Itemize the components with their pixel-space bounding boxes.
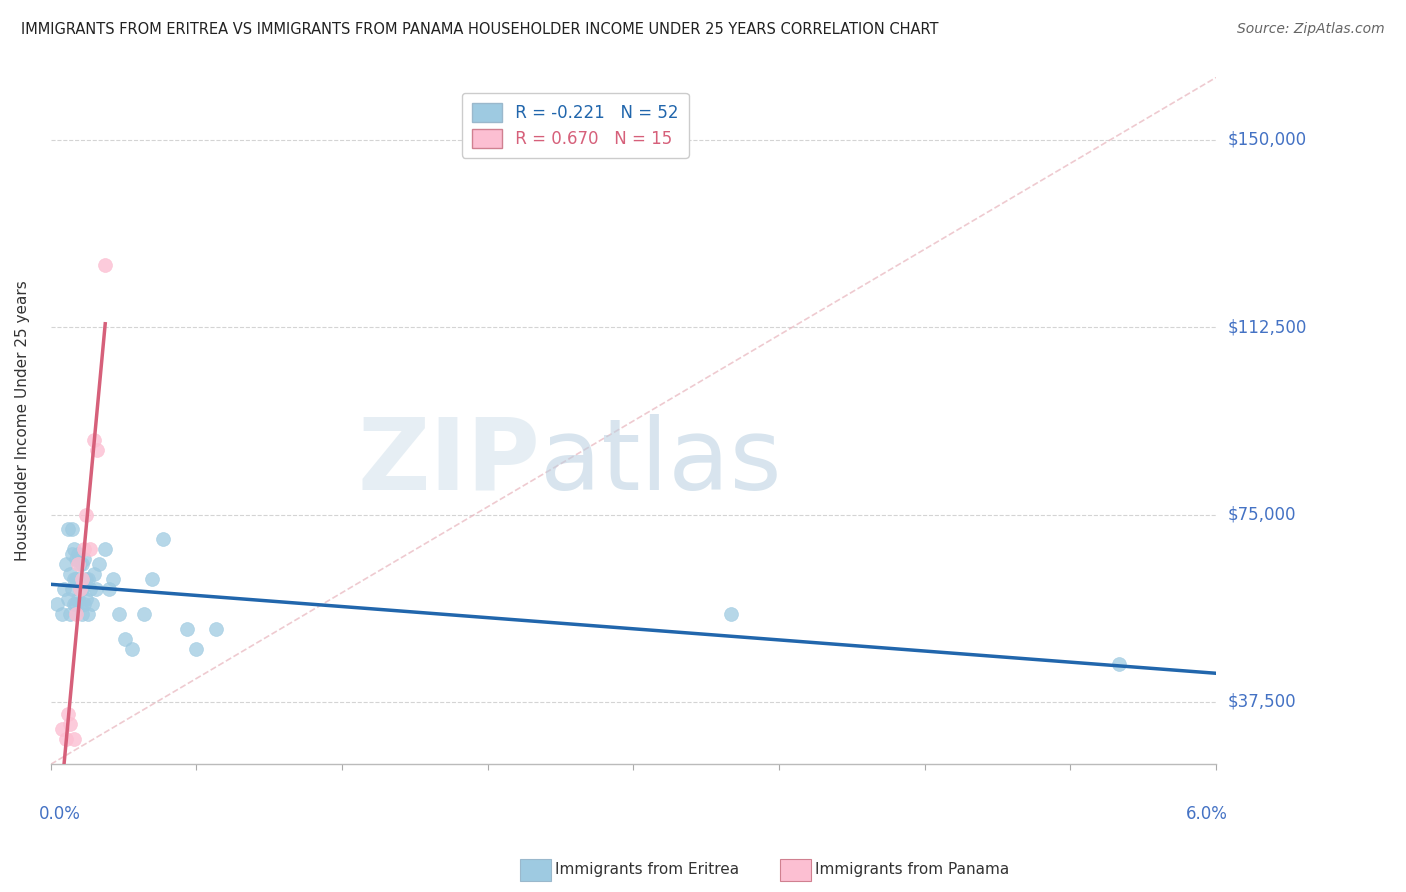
- Text: IMMIGRANTS FROM ERITREA VS IMMIGRANTS FROM PANAMA HOUSEHOLDER INCOME UNDER 25 YE: IMMIGRANTS FROM ERITREA VS IMMIGRANTS FR…: [21, 22, 939, 37]
- Text: $112,500: $112,500: [1227, 318, 1306, 336]
- Point: [70, 573, 93, 587]
- Point: [69, 598, 91, 612]
- Text: 0.0%: 0.0%: [39, 805, 82, 823]
- Point: [45, 598, 67, 612]
- Point: [65, 607, 87, 622]
- Point: [70, 582, 93, 597]
- Point: [79, 542, 101, 557]
- Point: [58, 523, 80, 537]
- Text: $150,000: $150,000: [1227, 131, 1306, 149]
- Point: [58, 592, 80, 607]
- Point: [94, 258, 117, 272]
- Point: [66, 592, 89, 607]
- Point: [101, 573, 124, 587]
- Point: [51, 607, 73, 622]
- Point: [205, 623, 228, 637]
- Point: [98, 582, 121, 597]
- Point: [75, 573, 97, 587]
- Point: [89, 558, 111, 572]
- Point: [55, 558, 77, 572]
- Point: [70, 558, 93, 572]
- Point: [121, 642, 143, 657]
- Point: [66, 548, 89, 562]
- Text: atlas: atlas: [540, 414, 782, 510]
- Point: [79, 582, 101, 597]
- Point: [83, 433, 105, 447]
- Point: [69, 582, 91, 597]
- Text: 6.0%: 6.0%: [1185, 805, 1227, 823]
- Y-axis label: Householder Income Under 25 years: Householder Income Under 25 years: [15, 280, 30, 561]
- Point: [59, 607, 82, 622]
- Point: [69, 558, 91, 572]
- Point: [84, 582, 107, 597]
- Point: [132, 607, 155, 622]
- Point: [58, 707, 80, 722]
- Point: [51, 723, 73, 737]
- Point: [86, 442, 108, 457]
- Legend:  R = -0.221   N = 52,  R = 0.670   N = 15: R = -0.221 N = 52, R = 0.670 N = 15: [461, 93, 689, 158]
- Point: [73, 577, 96, 591]
- Point: [1108, 657, 1130, 672]
- Point: [65, 552, 87, 566]
- Point: [75, 592, 97, 607]
- Point: [55, 732, 77, 747]
- Point: [73, 598, 96, 612]
- Point: [108, 607, 131, 622]
- Text: Source: ZipAtlas.com: Source: ZipAtlas.com: [1237, 22, 1385, 37]
- Point: [114, 632, 136, 647]
- Point: [63, 542, 86, 557]
- Point: [59, 567, 82, 582]
- Point: [69, 582, 91, 597]
- Point: [73, 542, 96, 557]
- Point: [60, 582, 83, 597]
- Point: [76, 607, 98, 622]
- Point: [94, 542, 117, 557]
- Text: $75,000: $75,000: [1227, 506, 1296, 524]
- Point: [60, 523, 83, 537]
- Point: [73, 552, 96, 566]
- Point: [66, 573, 89, 587]
- Point: [75, 508, 97, 522]
- Point: [63, 732, 86, 747]
- Point: [70, 607, 93, 622]
- Text: $37,500: $37,500: [1227, 693, 1296, 711]
- Point: [60, 548, 83, 562]
- Point: [176, 623, 198, 637]
- Point: [152, 533, 174, 547]
- Point: [76, 573, 98, 587]
- Point: [65, 573, 87, 587]
- Point: [66, 558, 89, 572]
- Point: [141, 573, 163, 587]
- Text: Immigrants from Eritrea: Immigrants from Eritrea: [555, 863, 740, 877]
- Point: [63, 573, 86, 587]
- Point: [59, 717, 82, 731]
- Point: [53, 582, 76, 597]
- Text: Immigrants from Panama: Immigrants from Panama: [815, 863, 1010, 877]
- Point: [186, 642, 208, 657]
- Point: [83, 567, 105, 582]
- Point: [80, 598, 103, 612]
- Point: [720, 607, 742, 622]
- Point: [63, 598, 86, 612]
- Text: ZIP: ZIP: [357, 414, 540, 510]
- Point: [65, 598, 87, 612]
